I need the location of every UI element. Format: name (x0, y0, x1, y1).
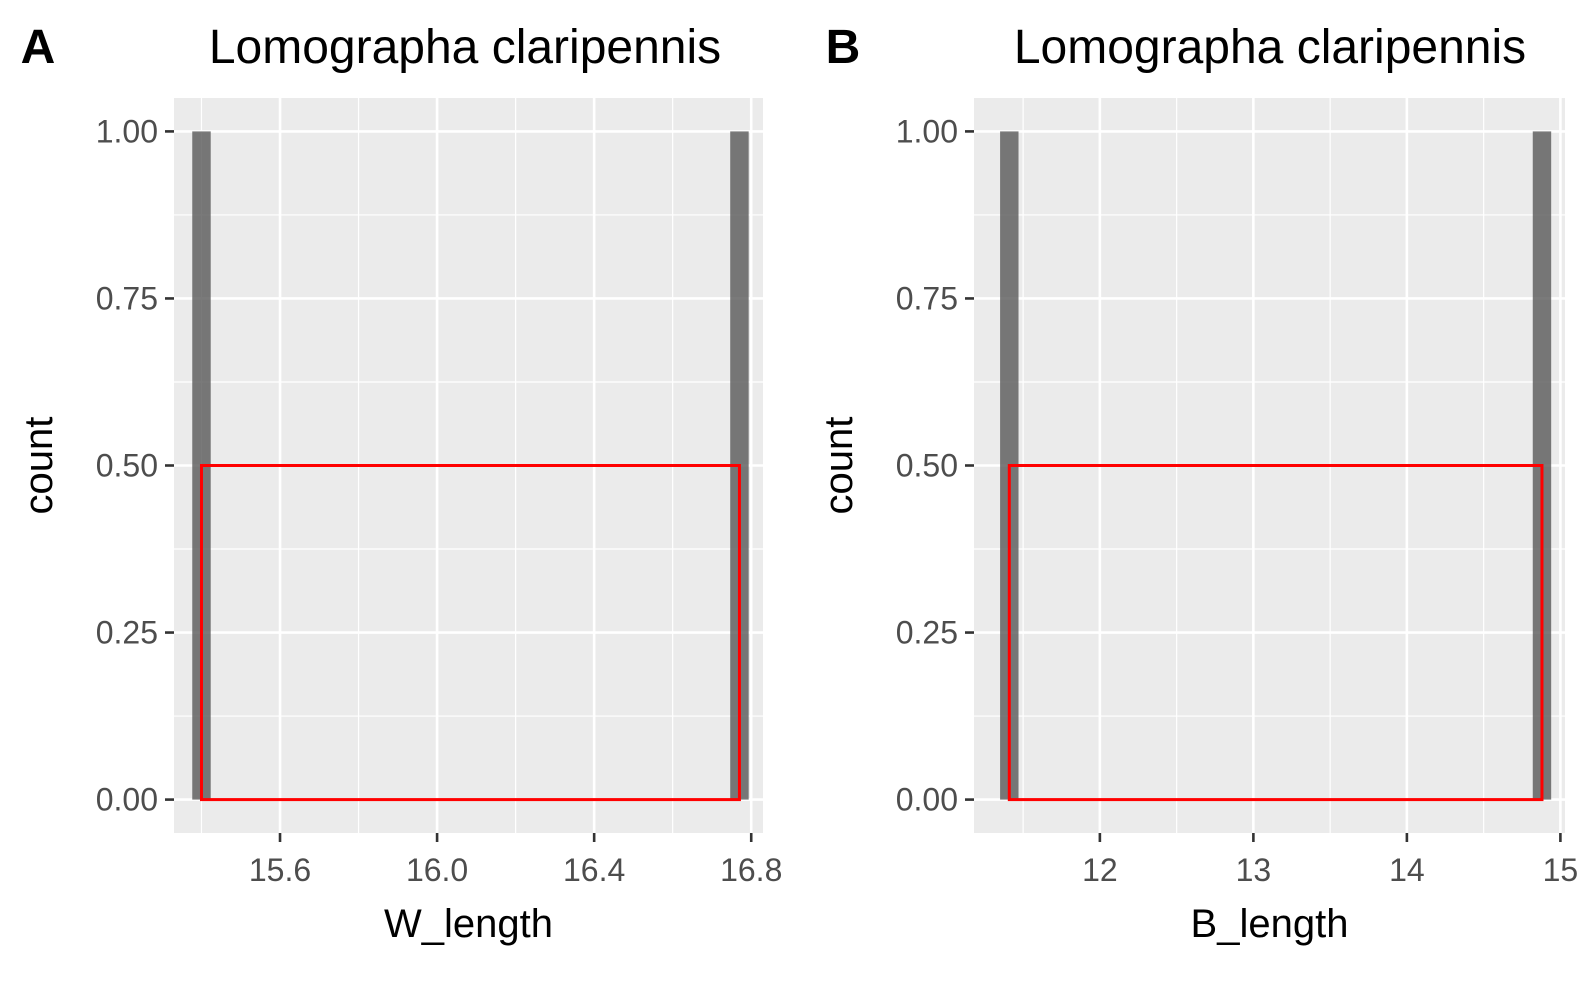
y-tick-label: 1.00 (896, 113, 958, 149)
x-tick-label: 14 (1389, 852, 1425, 888)
chart-panel-b: 0.00 0.25 0.50 0.75 1.00 12 13 14 15 B_length coun… (817, 21, 1578, 946)
y-tick-label: 0.25 (96, 615, 158, 651)
y-tick-label: 1.00 (96, 113, 158, 149)
x-axis-title: B_length (1191, 902, 1349, 946)
x-axis-title: W_length (384, 902, 553, 946)
x-tick-label: 16.8 (720, 852, 782, 888)
y-tick-label: 0.75 (896, 280, 958, 316)
x-tick-label: 13 (1236, 852, 1272, 888)
x-tick-label: 15.6 (249, 852, 311, 888)
x-tick-label: 12 (1082, 852, 1118, 888)
y-tick-label: 0.00 (96, 782, 158, 818)
panel-tag: B (826, 21, 861, 74)
y-tick-label: 0.50 (96, 448, 158, 484)
y-axis-title: count (17, 417, 61, 515)
y-tick-label: 0.25 (896, 615, 958, 651)
y-tick-label: 0.00 (896, 782, 958, 818)
highlight-box (199, 464, 741, 802)
y-tick-label: 0.50 (896, 448, 958, 484)
chart-title: Lomographa claripennis (1014, 21, 1526, 74)
panel-tag: A (21, 21, 56, 74)
x-tick-label: 15 (1543, 852, 1579, 888)
x-tick-label: 16.0 (406, 852, 468, 888)
highlight-box (1007, 464, 1544, 802)
x-tick-label: 16.4 (563, 852, 625, 888)
y-axis-title: count (817, 417, 861, 515)
y-tick-label: 0.75 (96, 280, 158, 316)
chart-title: Lomographa claripennis (209, 21, 721, 74)
chart-panel-a: 0.00 0.25 0.50 0.75 1.00 15.6 16.0 16.4 16.8 W_le… (17, 21, 782, 946)
